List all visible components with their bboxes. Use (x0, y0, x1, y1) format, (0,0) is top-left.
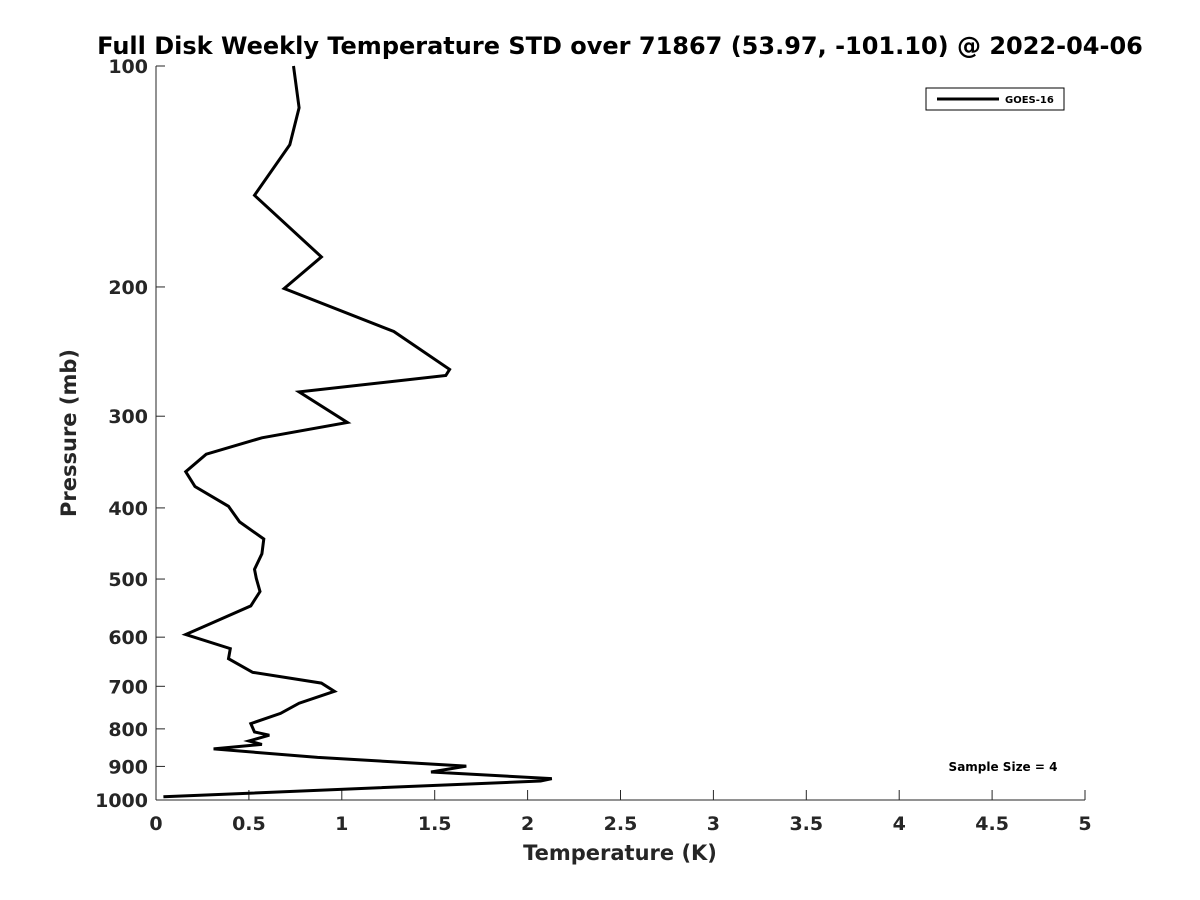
x-tick-label: 1.5 (418, 813, 452, 835)
y-tick-label: 700 (108, 676, 148, 698)
series-layer (163, 65, 553, 799)
y-tick-label: 400 (108, 498, 148, 520)
chart-title: Full Disk Weekly Temperature STD over 71… (97, 32, 1143, 60)
x-tick-label: 1 (335, 813, 348, 835)
y-tick-label: 600 (108, 627, 148, 649)
x-tick-label: 3 (707, 813, 720, 835)
series-line-goes-16 (163, 65, 553, 799)
y-axis-label: Pressure (mb) (57, 349, 81, 517)
legend: GOES-16 (925, 87, 1065, 111)
y-tick-label: 1000 (95, 790, 148, 812)
y-tick-label: 200 (108, 277, 148, 299)
x-tick-label: 2 (521, 813, 534, 835)
sample-size-annotation: Sample Size = 4 (949, 760, 1058, 774)
y-tick-label: 300 (108, 406, 148, 428)
x-ticks: 0 0.5 1 1.5 2 2.5 3 3.5 4 4.5 5 (149, 790, 1092, 835)
x-tick-label: 5 (1078, 813, 1091, 835)
x-tick-label: 3.5 (789, 813, 823, 835)
y-tick-label: 800 (108, 719, 148, 741)
x-tick-label: 0 (149, 813, 162, 835)
y-tick-label: 900 (108, 756, 148, 778)
x-tick-label: 0.5 (232, 813, 266, 835)
y-tick-label: 500 (108, 569, 148, 591)
x-tick-label: 2.5 (604, 813, 638, 835)
x-tick-label: 4.5 (975, 813, 1009, 835)
y-tick-label: 100 (108, 56, 148, 78)
x-tick-label: 4 (893, 813, 906, 835)
y-ticks: 100 200 300 400 500 600 700 800 900 1000 (95, 56, 165, 812)
x-axis-label: Temperature (K) (523, 841, 717, 865)
legend-label-goes-16: GOES-16 (1005, 95, 1054, 106)
